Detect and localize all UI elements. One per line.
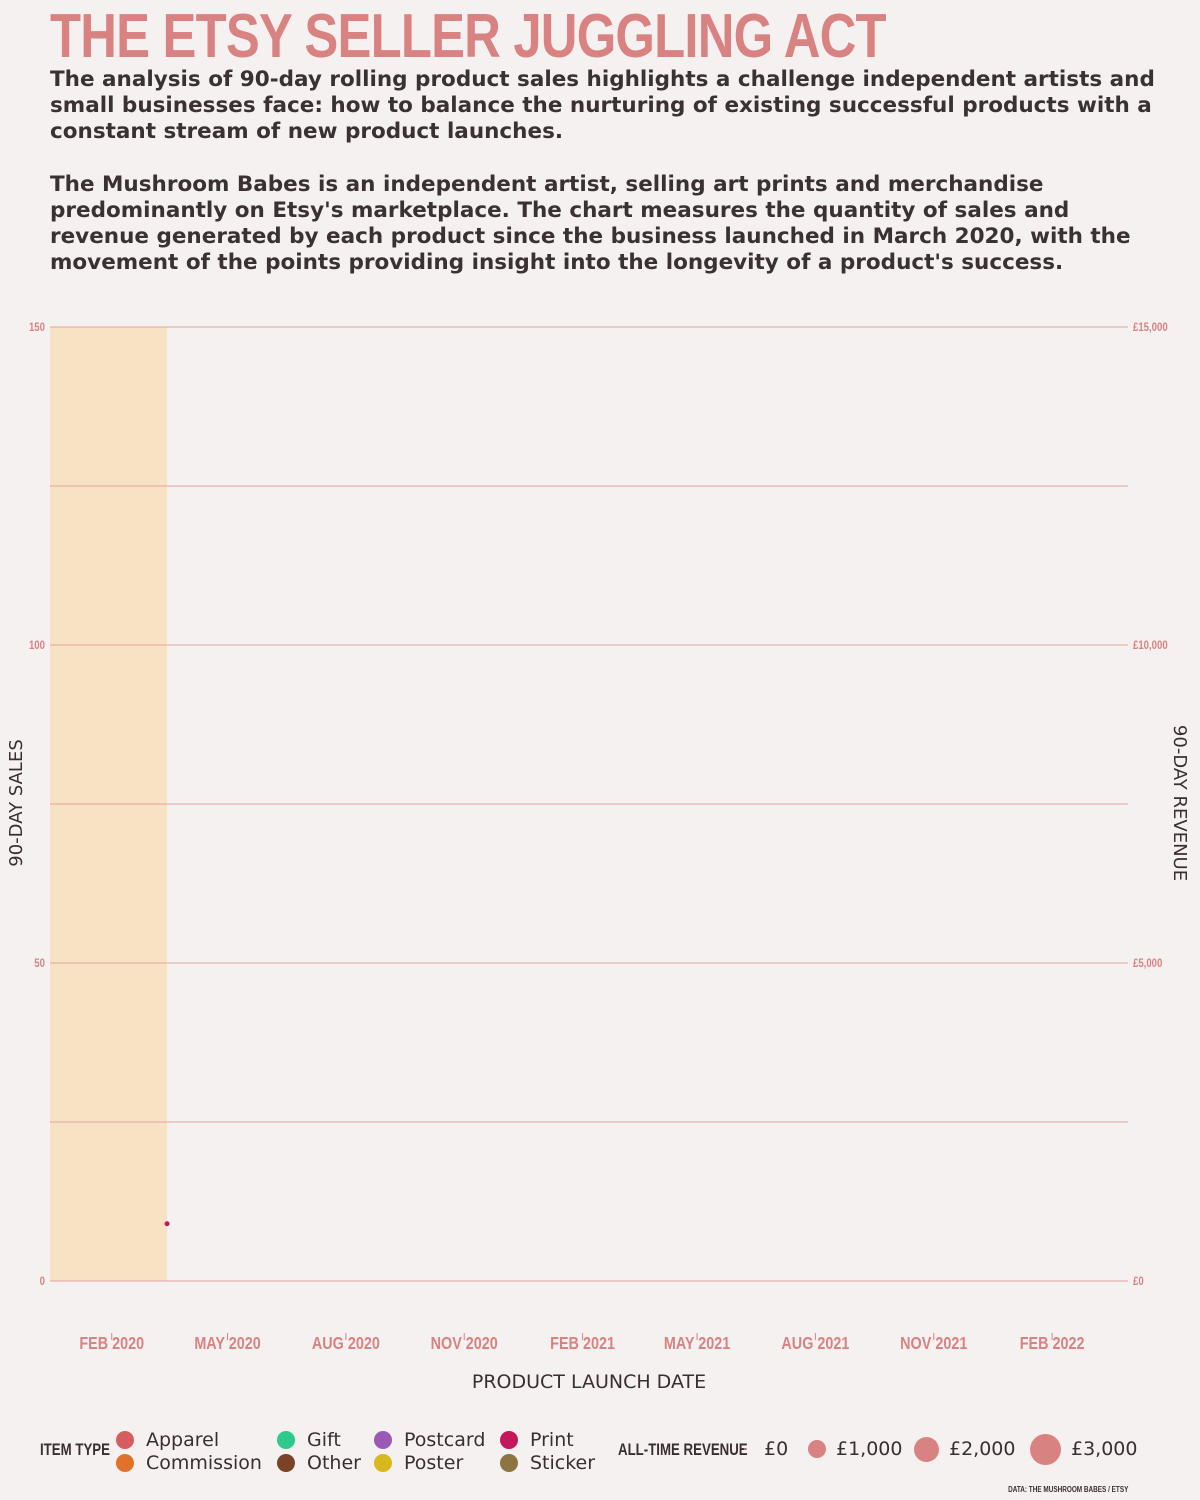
y-axis-title: 90-DAY SALES [6, 739, 27, 866]
y2-tick-label-1: £5,000 [1133, 957, 1162, 970]
x-tick-label-2: AUG 2020 [312, 1334, 380, 1354]
x-axis-title: PRODUCT LAUNCH DATE [472, 1371, 706, 1393]
legend-revenue-title: ALL-TIME REVENUE [618, 1440, 748, 1459]
legend-item-commission: Commission [116, 1452, 262, 1474]
legend-dot-other [277, 1454, 295, 1472]
legend-size-label-3000: £3,000 [1071, 1438, 1138, 1460]
legend-label-print: Print [530, 1429, 574, 1451]
chart-title: THE ETSY SELLER JUGGLING ACT [50, 2, 887, 71]
legend-size-dot-3000 [1030, 1433, 1061, 1465]
legend-label-postcard: Postcard [404, 1429, 486, 1451]
legend-dot-commission [116, 1454, 134, 1472]
legend-label-other: Other [307, 1452, 361, 1474]
legend-item-type-title: ITEM TYPE [40, 1440, 110, 1459]
legend-item-other: Other [277, 1452, 361, 1474]
legend-size-dot-2000 [914, 1436, 939, 1462]
legend-label-commission: Commission [146, 1452, 262, 1474]
legend-size-dot-0 [744, 1448, 746, 1450]
intro-paragraph-2: The Mushroom Babes is an independent art… [50, 172, 1131, 275]
legend-item-gift: Gift [277, 1429, 341, 1451]
legend-item-apparel: Apparel [116, 1429, 219, 1451]
x-tick-label-7: NOV 2021 [900, 1334, 967, 1354]
legend-size-label-0: £0 [764, 1438, 789, 1460]
x-tick-label-6: AUG 2021 [781, 1334, 849, 1354]
legend: ITEM TYPE Apparel Commission Gift Other … [40, 1428, 1160, 1476]
legend-dot-print [500, 1431, 518, 1449]
y-tick-label-150: 150 [29, 321, 45, 334]
data-point-0 [164, 1221, 170, 1227]
legend-size-label-1000: £1,000 [836, 1438, 903, 1460]
y-tick-label-0: 0 [40, 1275, 45, 1288]
legend-item-print: Print [500, 1429, 574, 1451]
y-tick-label-50: 50 [34, 957, 45, 970]
data-source: DATA: THE MUSHROOM BABES / ETSY [1007, 1485, 1128, 1494]
y2-tick-label-3: £15,000 [1133, 321, 1168, 334]
legend-item-postcard: Postcard [374, 1429, 485, 1451]
legend-dot-postcard [374, 1431, 392, 1449]
y2-axis-title: 90-DAY REVENUE [1169, 725, 1190, 881]
intro-paragraph-1: The analysis of 90-day rolling product s… [50, 67, 1155, 144]
y-tick-label-100: 100 [29, 639, 45, 652]
legend-size-label-2000: £2,000 [949, 1438, 1016, 1460]
legend-size-1000: £1,000 [808, 1429, 902, 1469]
y2-tick-label-0: £0 [1133, 1275, 1144, 1288]
scatter-chart: 0 50 100 150 £0 £5,000 £10,000 £15,000 FEB 2020 M… [6, 321, 1190, 1393]
legend-label-poster: Poster [404, 1452, 464, 1474]
legend-item-sticker: Sticker [500, 1452, 595, 1474]
x-tick-label-5: MAY 2021 [664, 1334, 730, 1354]
legend-dot-sticker [500, 1454, 518, 1472]
legend-label-sticker: Sticker [530, 1452, 596, 1474]
legend-label-gift: Gift [307, 1429, 341, 1451]
x-tick-label-1: MAY 2020 [194, 1334, 260, 1354]
legend-size-0: £0 [744, 1429, 788, 1469]
x-tick-label-8: FEB 2022 [1020, 1334, 1085, 1354]
legend-item-poster: Poster [374, 1452, 463, 1474]
x-tick-label-4: FEB 2021 [550, 1334, 615, 1354]
legend-dot-poster [374, 1454, 392, 1472]
x-tick-label-0: FEB 2020 [79, 1334, 144, 1354]
x-tick-label-3: NOV 2020 [431, 1334, 498, 1354]
legend-size-2000: £2,000 [914, 1429, 1015, 1469]
y2-tick-label-2: £10,000 [1133, 639, 1168, 652]
legend-size-3000: £3,000 [1030, 1429, 1137, 1469]
legend-dot-gift [277, 1431, 295, 1449]
legend-label-apparel: Apparel [146, 1429, 220, 1451]
legend-size-dot-1000 [808, 1440, 826, 1458]
legend-dot-apparel [116, 1431, 134, 1449]
